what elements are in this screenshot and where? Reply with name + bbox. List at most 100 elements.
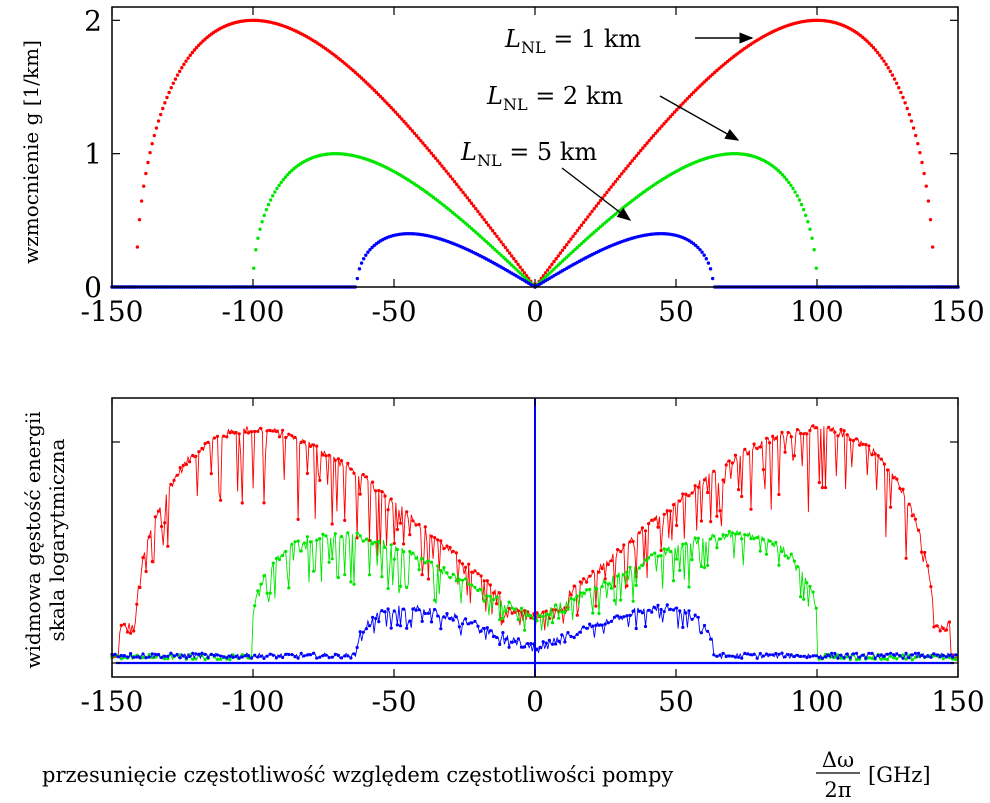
spectrum-point xyxy=(560,610,564,614)
spectrum-point xyxy=(147,653,151,657)
spectrum-point xyxy=(398,624,403,628)
spectrum-point xyxy=(302,654,306,658)
spectrum-point xyxy=(836,656,840,660)
gain-point xyxy=(433,156,438,160)
spectrum-point xyxy=(603,577,607,581)
spectrum-point xyxy=(299,549,303,553)
spectrum-point xyxy=(836,434,840,438)
spectrum-point xyxy=(637,609,641,613)
spectrum-point xyxy=(169,482,173,486)
spectrum-point xyxy=(724,533,728,537)
gain-point xyxy=(636,151,641,155)
gain-point xyxy=(543,275,548,279)
gain-point xyxy=(275,186,279,191)
spectrum-point xyxy=(349,656,353,660)
spectrum-point xyxy=(631,609,635,613)
spectrum-point xyxy=(854,657,859,662)
spectrum-point xyxy=(749,537,753,541)
gain-point xyxy=(514,259,518,264)
spectrum-point xyxy=(876,454,880,458)
spectrum-point xyxy=(628,540,632,544)
spectrum-point xyxy=(395,548,399,552)
gain-point xyxy=(175,73,180,77)
spectrum-point xyxy=(172,654,176,658)
spectrum-point xyxy=(923,655,927,659)
spectrum-point xyxy=(901,487,905,491)
spectrum-point xyxy=(274,429,278,434)
spectrum-point xyxy=(371,542,375,546)
spectrum-point xyxy=(786,556,790,560)
gain-point xyxy=(567,240,571,244)
spectrum-point xyxy=(616,548,620,552)
gain-point xyxy=(806,220,810,224)
spectrum-point xyxy=(259,426,263,430)
spectrum-point xyxy=(647,608,651,612)
spectrum-point xyxy=(923,550,927,555)
gain-point xyxy=(260,220,264,224)
spectrum-point xyxy=(259,582,263,586)
spectrum-point xyxy=(687,494,691,498)
spectrum-point xyxy=(141,556,145,560)
spectrum-point xyxy=(746,652,750,656)
spectrum-point xyxy=(215,653,220,657)
spectrum-point xyxy=(228,654,232,658)
spectrum-point xyxy=(702,623,707,628)
spectrum-point xyxy=(585,626,589,630)
gain-point xyxy=(406,124,410,128)
spectrum-point xyxy=(129,631,133,635)
spectrum-point xyxy=(941,626,945,631)
spectrum-point xyxy=(219,498,223,502)
gain-point xyxy=(588,212,592,216)
spectrum-point xyxy=(941,653,945,658)
gain-point xyxy=(700,250,704,254)
spectrum-point xyxy=(879,657,883,661)
gain-point xyxy=(423,143,427,148)
spectrum-point xyxy=(442,615,446,619)
spectrum-point xyxy=(771,434,775,438)
spectrum-point xyxy=(799,431,803,436)
spectrum-point xyxy=(709,637,713,641)
spectrum-point xyxy=(671,608,676,612)
spectrum-point xyxy=(178,466,182,470)
spectrum-point xyxy=(315,538,319,542)
gain-point xyxy=(556,254,560,258)
spectrum-point xyxy=(867,444,871,448)
gain-point xyxy=(273,190,277,194)
spectrum-point xyxy=(712,469,716,473)
spectrum-point xyxy=(706,563,710,568)
spectrum-point xyxy=(795,653,800,657)
spectrum-point xyxy=(889,505,893,509)
gain-point xyxy=(558,251,563,255)
gain-point xyxy=(476,209,480,214)
x-axis-label-fraction-numerator: Δω xyxy=(822,748,854,772)
spectrum-point xyxy=(250,656,254,660)
gain-point xyxy=(400,117,404,121)
gain-point xyxy=(173,77,178,81)
spectrum-point xyxy=(209,652,213,657)
spectrum-point xyxy=(414,556,418,560)
spectrum-point xyxy=(668,509,673,513)
spectrum-point xyxy=(153,515,157,519)
gain-point xyxy=(355,276,360,281)
spectrum-point xyxy=(920,550,924,554)
spectrum-point xyxy=(361,472,365,477)
gain-point xyxy=(784,177,789,182)
gain-point xyxy=(581,220,586,225)
spectrum-point xyxy=(160,656,164,660)
spectrum-point xyxy=(448,576,452,580)
spectrum-point xyxy=(653,517,657,521)
spectrum-point xyxy=(312,443,316,447)
spectrum-point xyxy=(315,656,319,660)
spectrum-point xyxy=(858,443,862,447)
gain-point xyxy=(285,173,290,177)
spectrum-point xyxy=(395,527,399,532)
gain-point xyxy=(787,180,791,185)
gain-point xyxy=(478,212,482,216)
spectrum-point xyxy=(594,604,598,608)
spectrum-point xyxy=(851,439,856,443)
gain-point xyxy=(702,253,706,257)
spectrum-point xyxy=(156,509,161,513)
spectrum-point xyxy=(296,539,300,543)
spectrum-point xyxy=(600,566,604,571)
spectrum-point xyxy=(513,607,517,611)
